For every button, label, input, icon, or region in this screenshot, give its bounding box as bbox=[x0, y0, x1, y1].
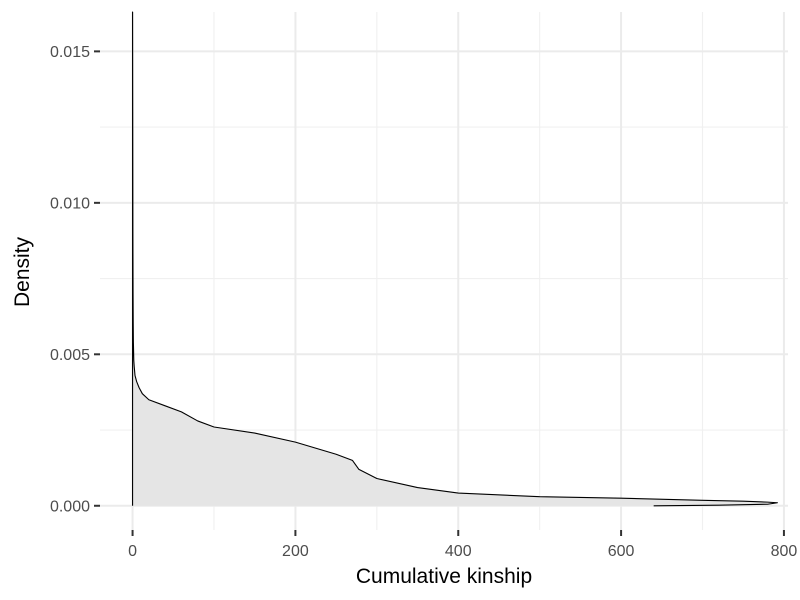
x-tick-label: 0 bbox=[128, 543, 137, 560]
x-tick-label: 200 bbox=[282, 543, 309, 560]
x-tick-label: 800 bbox=[771, 543, 798, 560]
density-line bbox=[132, 11, 778, 507]
x-tick-label: 400 bbox=[445, 543, 472, 560]
y-tick-label: 0.015 bbox=[50, 44, 90, 61]
y-tick-label: 0.000 bbox=[50, 498, 90, 515]
x-axis-title: Cumulative kinship bbox=[356, 565, 532, 588]
density-fill bbox=[132, 12, 778, 506]
x-axis: 0 200 400 600 800 bbox=[128, 530, 797, 560]
y-axis-title: Density bbox=[11, 236, 34, 307]
x-tick-label: 600 bbox=[608, 543, 635, 560]
density-area bbox=[132, 11, 778, 507]
y-tick-label: 0.010 bbox=[50, 195, 90, 212]
y-axis: 0.000 0.005 0.010 0.015 bbox=[50, 44, 100, 515]
y-tick-label: 0.005 bbox=[50, 347, 90, 364]
